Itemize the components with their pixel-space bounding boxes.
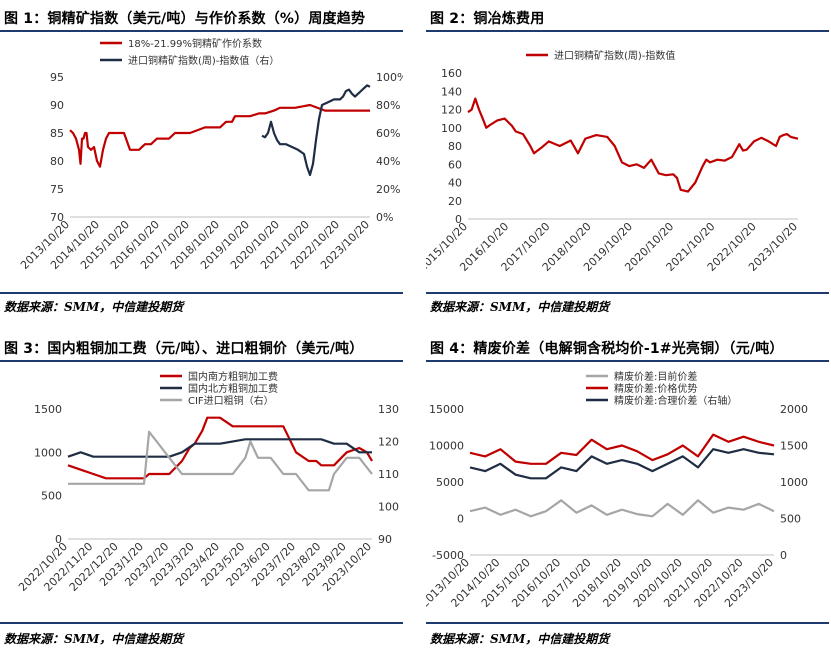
y2-tick-label: 1000 bbox=[780, 476, 808, 489]
y-tick-label: 75 bbox=[50, 183, 64, 196]
y-tick-label: 95 bbox=[50, 71, 64, 84]
legend-label-2: 精废价差:价格优势 bbox=[614, 382, 697, 395]
panel-2-bottom-rule bbox=[426, 292, 829, 294]
y2-tick-label: 90 bbox=[378, 533, 392, 546]
y-tick-label: -5000 bbox=[432, 549, 464, 562]
y-tick-label: 1000 bbox=[34, 446, 62, 459]
panel-3-bottom-rule bbox=[0, 622, 403, 624]
panel-3-title: 图 3：国内粗铜加工费（元/吨）、进口粗铜价（美元/吨） bbox=[4, 341, 364, 357]
y-tick-label: 5000 bbox=[436, 476, 464, 489]
legend-label-1: 精废价差:目前价差 bbox=[614, 370, 697, 383]
legend-label-1: 国内南方粗铜加工费 bbox=[188, 370, 278, 383]
y2-tick-label: 130 bbox=[378, 403, 399, 416]
y-tick-label: 80 bbox=[448, 140, 462, 153]
y2-tick-label: 100 bbox=[378, 501, 399, 514]
y2-tick-label: 500 bbox=[780, 513, 801, 526]
series-line-1 bbox=[467, 97, 799, 193]
series-line-3 bbox=[68, 430, 373, 492]
panel-4-title: 图 4：精废价差（电解铜含税均价-1#光亮铜）（元/吨） bbox=[430, 341, 784, 357]
y-tick-label: 120 bbox=[441, 104, 462, 117]
panel-1-top-rule bbox=[0, 30, 403, 32]
y-tick-label: 160 bbox=[441, 67, 462, 80]
series-line-2 bbox=[261, 84, 371, 177]
series-line-1 bbox=[67, 416, 373, 480]
y-tick-label: 100 bbox=[441, 122, 462, 135]
y-tick-label: 0 bbox=[55, 533, 62, 546]
y-tick-label: 140 bbox=[441, 85, 462, 98]
y-tick-label: 60 bbox=[448, 158, 462, 171]
chart-4: -500005000100001500005001000150020002013… bbox=[426, 370, 808, 610]
panel-4-top-rule bbox=[426, 360, 829, 362]
panel-3-source: 数据来源：SMM，中信建投期货 bbox=[4, 632, 184, 646]
y2-tick-label: 2000 bbox=[780, 403, 808, 416]
panel-4-source: 数据来源：SMM，中信建投期货 bbox=[430, 632, 610, 646]
panel-2-top-rule bbox=[426, 30, 829, 32]
y-tick-label: 0 bbox=[457, 513, 464, 526]
panel-3-top-rule bbox=[0, 360, 403, 362]
panel-1-title: 图 1：铜精矿指数（美元/吨）与作价系数（%）周度趋势 bbox=[4, 11, 366, 27]
y2-tick-label: 0% bbox=[376, 211, 393, 224]
legend-label-3: 精废价差:合理价差（右轴） bbox=[614, 394, 737, 407]
legend-label-2: 进口铜精矿指数(周)-指数值（右） bbox=[128, 54, 279, 67]
y-tick-label: 85 bbox=[50, 127, 64, 140]
y2-tick-label: 80% bbox=[376, 99, 400, 112]
y-tick-label: 80 bbox=[50, 155, 64, 168]
legend-label-3: CIF进口粗铜（右） bbox=[188, 394, 274, 407]
panel-4: 图 4：精废价差（电解铜含税均价-1#光亮铜）（元/吨） -5000 0 5000 1… bbox=[426, 330, 829, 654]
y-tick-label: 500 bbox=[41, 490, 62, 503]
y2-tick-label: 40% bbox=[376, 155, 400, 168]
y-tick-label: 70 bbox=[50, 211, 64, 224]
y2-tick-label: 1500 bbox=[780, 440, 808, 453]
y2-tick-label: 110 bbox=[378, 468, 399, 481]
y-tick-label: 10000 bbox=[429, 440, 464, 453]
y-tick-label: 15000 bbox=[429, 403, 464, 416]
series-line-2 bbox=[469, 433, 775, 465]
chart-2: 0204060801001201401602015/10/202016/10/2… bbox=[426, 49, 800, 274]
y-tick-label: 1500 bbox=[34, 403, 62, 416]
panel-2: 图 2：铜冶炼费用 0 20 40 60 80 100 120 140 160 2015/10/2… bbox=[426, 0, 829, 318]
series-line-1 bbox=[469, 499, 775, 518]
y-tick-label: 0 bbox=[455, 213, 462, 226]
y2-tick-label: 20% bbox=[376, 183, 400, 196]
series-line-3 bbox=[469, 448, 775, 480]
y2-tick-label: 120 bbox=[378, 436, 399, 449]
legend-label-1: 进口铜精矿指数(周)-指数值 bbox=[554, 49, 675, 62]
panel-2-source: 数据来源：SMM，中信建投期货 bbox=[430, 300, 610, 314]
y-tick-label: 90 bbox=[50, 99, 64, 112]
y-tick-label: 40 bbox=[448, 177, 462, 190]
panel-3: 图 3：国内粗铜加工费（元/吨）、进口粗铜价（美元/吨） 0 500 1000 150… bbox=[0, 330, 403, 654]
series-line-2 bbox=[67, 438, 372, 458]
panel-4-bottom-rule bbox=[426, 622, 829, 624]
y2-tick-label: 60% bbox=[376, 127, 400, 140]
series-line-1 bbox=[69, 103, 370, 168]
panel-2-title: 图 2：铜冶炼费用 bbox=[430, 11, 545, 27]
panel-1-source: 数据来源：SMM，中信建投期货 bbox=[4, 300, 184, 314]
panel-1: 图 1：铜精矿指数（美元/吨）与作价系数（%）周度趋势 70 75 80 85 90 95… bbox=[0, 0, 403, 318]
chart-3: 050010001500901001101201302022/10/202022… bbox=[16, 370, 399, 594]
y2-tick-label: 0 bbox=[780, 549, 787, 562]
legend-label-2: 国内北方粗铜加工费 bbox=[188, 382, 278, 395]
y2-tick-label: 100% bbox=[376, 71, 403, 84]
chart-1: 7075808590950%20%40%60%80%100%2013/10/20… bbox=[18, 37, 403, 272]
legend-label-1: 18%-21.99%铜精矿作价系数 bbox=[128, 37, 262, 50]
panel-1-bottom-rule bbox=[0, 292, 403, 294]
y-tick-label: 20 bbox=[448, 195, 462, 208]
